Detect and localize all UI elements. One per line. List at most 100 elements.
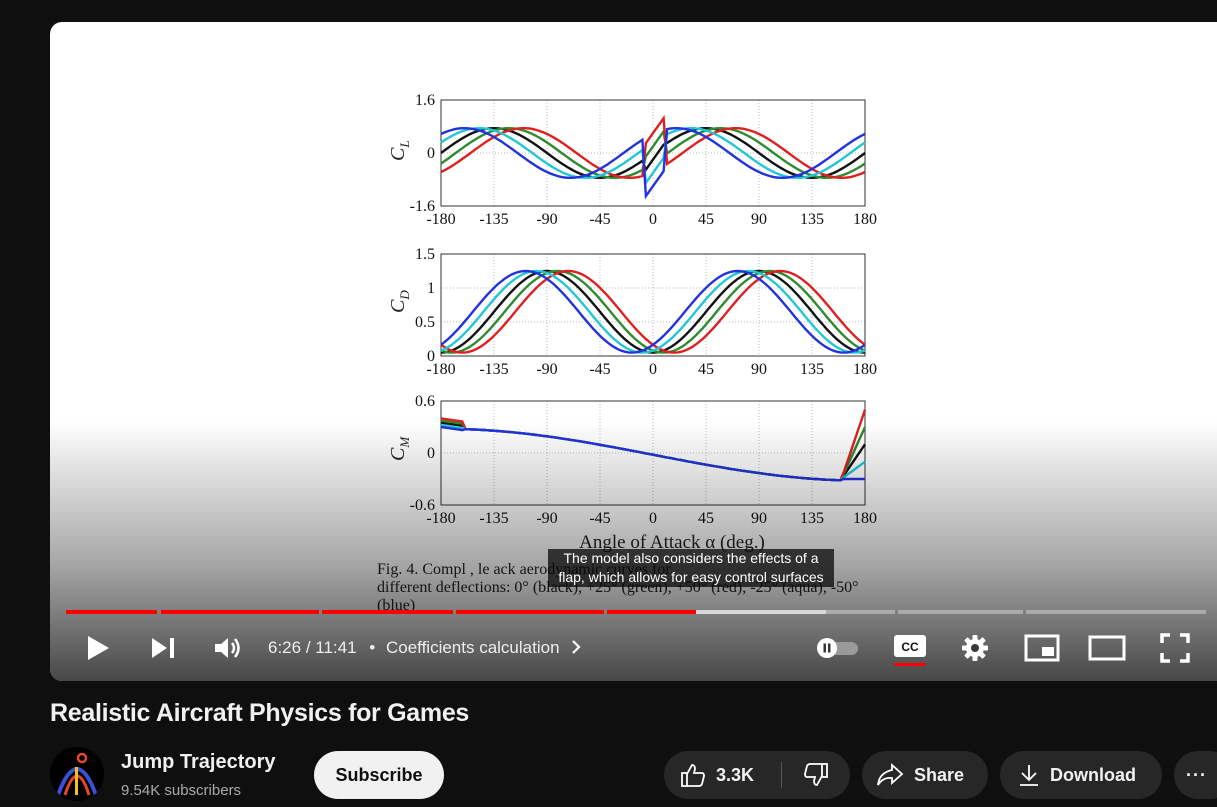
volume-icon bbox=[215, 638, 240, 658]
cc-icon: CC bbox=[894, 635, 926, 666]
subscribe-button[interactable]: Subscribe bbox=[314, 751, 444, 799]
chapter-title: Coefficients calculation bbox=[385, 638, 560, 657]
x-tick-label: -180 bbox=[426, 361, 455, 378]
channel-logo-icon bbox=[50, 747, 104, 801]
chapter-segment[interactable] bbox=[322, 610, 453, 614]
y-axis-label: CL bbox=[387, 140, 412, 161]
series-line bbox=[440, 269, 866, 354]
x-tick-label: 180 bbox=[853, 361, 877, 378]
theater-icon bbox=[1088, 635, 1126, 661]
video-player[interactable]: 1.6 0 -1.6 -180 -135 -90 -45 0 45 90 135 180 CL 1.5 1 0… bbox=[50, 22, 1217, 681]
next-button[interactable] bbox=[146, 626, 180, 670]
autoplay-toggle-icon bbox=[817, 638, 858, 658]
share-label: Share bbox=[914, 764, 965, 785]
x-tick-label: 45 bbox=[698, 510, 714, 527]
gear-icon bbox=[962, 635, 988, 661]
volume-button[interactable] bbox=[210, 626, 246, 670]
x-tick-label: 45 bbox=[698, 361, 714, 378]
download-label: Download bbox=[1050, 764, 1136, 785]
x-tick-label: 180 bbox=[853, 510, 877, 527]
chapter-segment[interactable] bbox=[1026, 610, 1206, 614]
x-tick-label: -45 bbox=[589, 361, 610, 378]
x-tick-label: 90 bbox=[751, 211, 767, 228]
download-icon bbox=[1020, 765, 1038, 786]
progress-bar[interactable] bbox=[66, 610, 1207, 614]
series-line bbox=[440, 126, 866, 187]
series-line bbox=[440, 419, 867, 482]
y-axis-label: CM bbox=[387, 436, 412, 461]
download-button[interactable]: Download bbox=[1000, 751, 1162, 799]
channel-name[interactable]: Jump Trajectory bbox=[121, 751, 276, 773]
x-tick-label: 0 bbox=[649, 211, 657, 228]
play-icon bbox=[88, 636, 109, 660]
x-tick-label: -45 bbox=[589, 510, 610, 527]
like-dislike-bar: 3.3K bbox=[664, 751, 850, 799]
fullscreen-button[interactable] bbox=[1156, 626, 1194, 670]
chapter-title-button[interactable]: Coefficients calculation bbox=[386, 638, 582, 657]
chapter-segment-current[interactable] bbox=[607, 610, 895, 614]
share-icon bbox=[877, 763, 904, 786]
y-tick-label: 1.5 bbox=[415, 246, 435, 263]
thumbs-up-icon bbox=[681, 764, 705, 787]
series-line bbox=[440, 409, 867, 482]
dislike-button[interactable] bbox=[782, 751, 850, 799]
miniplayer-icon bbox=[1024, 634, 1060, 662]
series-line bbox=[440, 126, 866, 180]
plot-frame bbox=[440, 253, 866, 357]
fullscreen-icon bbox=[1160, 633, 1190, 663]
x-tick-label: -135 bbox=[479, 361, 508, 378]
y-axis-label: CD bbox=[387, 290, 412, 313]
like-count: 3.3K bbox=[716, 764, 755, 785]
x-tick-label: 180 bbox=[853, 211, 877, 228]
closed-caption: The model also considers the effects of … bbox=[548, 549, 834, 587]
y-tick-label: 1.6 bbox=[415, 92, 435, 109]
x-tick-label: 135 bbox=[800, 510, 824, 527]
current-time: 6:26 bbox=[268, 638, 302, 657]
like-button[interactable]: 3.3K bbox=[664, 751, 781, 799]
more-icon: ··· bbox=[1186, 764, 1207, 785]
x-tick-label: -90 bbox=[536, 510, 557, 527]
x-tick-label: -180 bbox=[426, 211, 455, 228]
y-tick-label: 0.5 bbox=[415, 314, 435, 331]
x-tick-label: 45 bbox=[698, 211, 714, 228]
chevron-right-icon bbox=[572, 640, 581, 654]
settings-button[interactable] bbox=[956, 626, 994, 670]
chapter-segment[interactable] bbox=[898, 610, 1023, 614]
series-line bbox=[440, 127, 866, 200]
x-tick-label: 90 bbox=[751, 361, 767, 378]
series-line bbox=[440, 114, 866, 179]
x-tick-label: 0 bbox=[649, 510, 657, 527]
x-tick-label: -90 bbox=[536, 211, 557, 228]
miniplayer-button[interactable] bbox=[1022, 626, 1062, 670]
share-button[interactable]: Share bbox=[862, 751, 988, 799]
x-tick-label: 135 bbox=[800, 211, 824, 228]
total-time: 11:41 bbox=[315, 638, 357, 657]
autoplay-toggle[interactable] bbox=[812, 626, 862, 670]
play-button[interactable] bbox=[80, 626, 116, 670]
x-tick-label: -90 bbox=[536, 361, 557, 378]
y-tick-label: -1.6 bbox=[410, 198, 435, 215]
next-icon bbox=[152, 638, 174, 658]
chapter-segment[interactable] bbox=[66, 610, 157, 614]
chapter-segment[interactable] bbox=[456, 610, 604, 614]
y-tick-label: 0 bbox=[427, 145, 435, 162]
y-tick-label: 0.6 bbox=[415, 393, 435, 410]
series-line bbox=[440, 269, 866, 354]
x-tick-label: -135 bbox=[479, 510, 508, 527]
y-tick-label: 0 bbox=[427, 348, 435, 365]
subscriber-count: 9.54K subscribers bbox=[121, 782, 242, 799]
chart-panel: 1.6 0 -1.6-180 -135 -90 -45 0 45 90 135 180 CL bbox=[387, 92, 877, 228]
player-controls: 6:26 / 11:41 • Coefficients calculation … bbox=[50, 626, 1217, 670]
chapter-segment[interactable] bbox=[161, 610, 319, 614]
subtitles-button[interactable]: CC bbox=[890, 626, 930, 670]
thumbs-down-icon bbox=[804, 763, 828, 786]
channel-avatar[interactable] bbox=[50, 747, 104, 801]
x-tick-label: -180 bbox=[426, 510, 455, 527]
time-separator: / bbox=[301, 638, 316, 657]
x-tick-label: 135 bbox=[800, 361, 824, 378]
more-actions-button[interactable]: ··· bbox=[1174, 751, 1217, 799]
theater-mode-button[interactable] bbox=[1086, 626, 1128, 670]
y-tick-label: 0 bbox=[427, 445, 435, 462]
like-divider bbox=[781, 762, 782, 788]
